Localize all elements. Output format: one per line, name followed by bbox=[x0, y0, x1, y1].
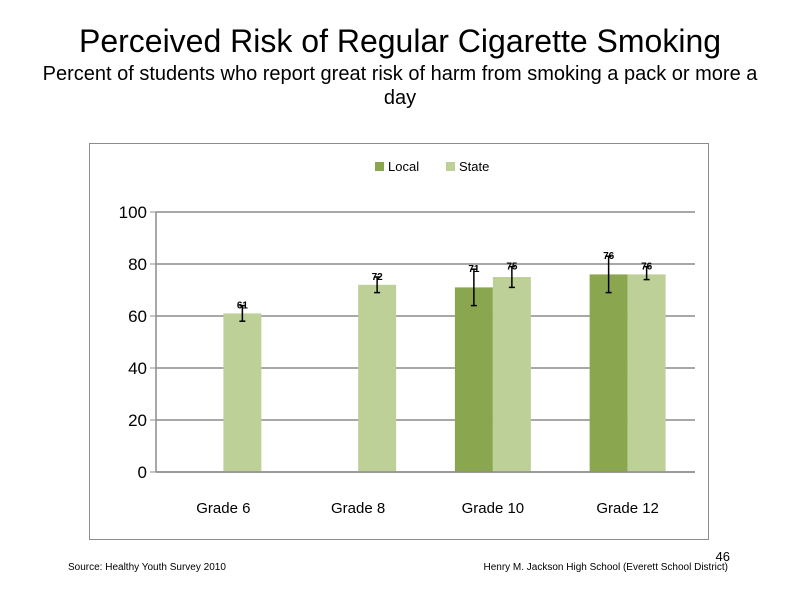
page-number: 46 bbox=[715, 549, 730, 564]
y-tick-label: 20 bbox=[128, 411, 147, 430]
data-label: 75 bbox=[506, 262, 518, 273]
legend-label-local: Local bbox=[388, 159, 419, 174]
slide-subtitle: Percent of students who report great ris… bbox=[42, 63, 758, 109]
bar-state bbox=[627, 274, 666, 472]
data-label: 76 bbox=[641, 262, 653, 273]
legend-swatch-local bbox=[375, 162, 384, 171]
x-category-label: Grade 8 bbox=[331, 500, 385, 517]
y-tick-label: 80 bbox=[128, 255, 147, 274]
organization-note: Henry M. Jackson High School (Everett Sc… bbox=[483, 562, 728, 573]
x-category-label: Grade 12 bbox=[596, 500, 659, 517]
data-label: 76 bbox=[603, 251, 615, 262]
slide-title: Perceived Risk of Regular Cigarette Smok… bbox=[78, 23, 722, 59]
y-tick-label: 60 bbox=[128, 307, 147, 326]
chart-area: 0 20 40 60 80 100 61 Grade 6 72 Grade 8 71 75 Grade … bbox=[89, 143, 709, 540]
bar-state bbox=[223, 313, 262, 472]
bar-state bbox=[492, 277, 531, 472]
data-label: 61 bbox=[237, 301, 249, 312]
legend-swatch-state bbox=[446, 162, 455, 171]
y-tick-label: 0 bbox=[138, 463, 147, 482]
bar-chart: 0 20 40 60 80 100 61 Grade 6 72 Grade 8 71 75 Grade … bbox=[119, 159, 695, 517]
x-category-label: Grade 6 bbox=[196, 500, 250, 517]
data-label: 71 bbox=[468, 264, 480, 275]
x-category-label: Grade 10 bbox=[462, 500, 525, 517]
source-note: Source: Healthy Youth Survey 2010 bbox=[68, 562, 226, 573]
bar-state bbox=[358, 284, 397, 472]
bar-local bbox=[454, 287, 493, 472]
legend-label-state: State bbox=[459, 159, 489, 174]
y-tick-label: 40 bbox=[128, 359, 147, 378]
y-tick-label: 100 bbox=[119, 203, 147, 222]
bar-local bbox=[589, 274, 628, 472]
data-label: 72 bbox=[372, 272, 384, 283]
